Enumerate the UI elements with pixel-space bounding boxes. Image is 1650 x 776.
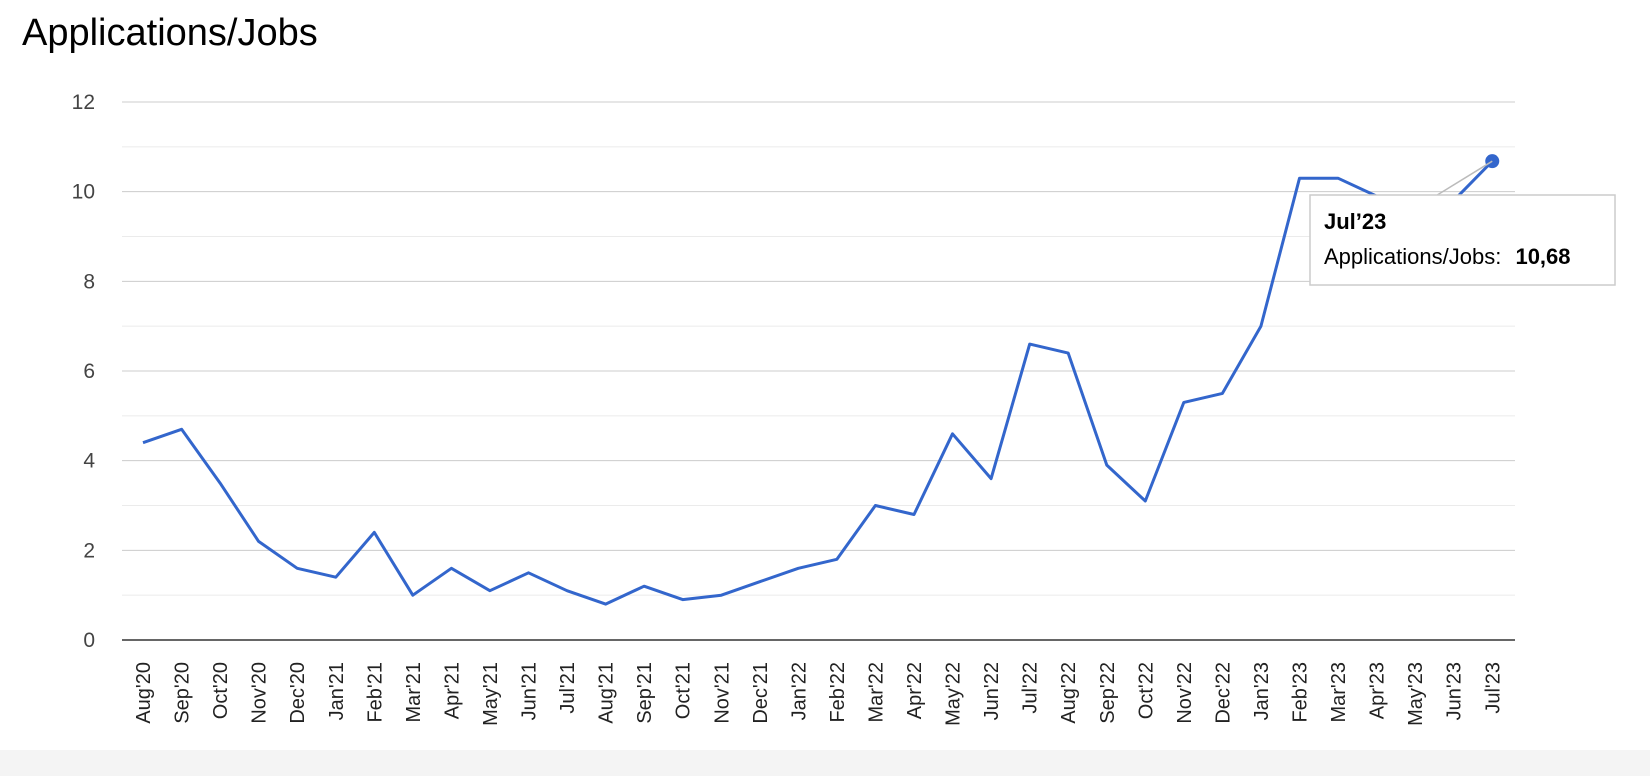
y-tick-label: 10 <box>72 181 95 204</box>
y-tick-label: 4 <box>83 450 95 473</box>
series-layer <box>142 154 1500 606</box>
x-tick-label: Sep'22 <box>1097 662 1119 724</box>
x-tick-label: Aug'21 <box>596 662 618 724</box>
x-tick-label: Jun'21 <box>519 662 541 720</box>
tooltip: Jul’23 Applications/Jobs: 10,68 <box>1309 160 1616 286</box>
x-tick-label: Sep'21 <box>634 662 656 724</box>
x-axis: Aug'20 Sep'20 Oct'20 Nov'20 Dec'20 Jan'21 Feb'… <box>133 662 1504 726</box>
x-tick-label: Nov'20 <box>249 662 271 724</box>
tooltip-value: 10,68 <box>1515 244 1570 269</box>
x-tick-label: Oct'22 <box>1135 662 1157 719</box>
y-tick-label: 2 <box>83 539 95 562</box>
tooltip-text: Applications/Jobs: 10,68 <box>1324 244 1571 269</box>
tooltip-label: Applications/Jobs: <box>1324 244 1501 269</box>
x-tick-label: Mar'21 <box>403 662 425 723</box>
x-tick-label: Mar'23 <box>1328 662 1350 723</box>
x-tick-label: Feb'22 <box>827 662 849 723</box>
x-tick-label: Apr'21 <box>441 662 463 719</box>
x-tick-label: May'22 <box>943 662 965 726</box>
x-tick-label: Oct'20 <box>210 662 232 719</box>
footer-band <box>0 750 1650 776</box>
tooltip-pointer <box>1436 160 1493 196</box>
x-tick-label: Feb'23 <box>1290 662 1312 723</box>
x-tick-label: Apr'22 <box>904 662 926 719</box>
y-tick-label: 0 <box>83 629 95 652</box>
x-tick-label: Oct'21 <box>673 662 695 719</box>
x-tick-label: Sep'20 <box>172 662 194 724</box>
x-tick-label: Aug'22 <box>1058 662 1080 724</box>
y-tick-label: 8 <box>83 270 95 293</box>
x-tick-label: Dec'22 <box>1212 662 1234 724</box>
x-tick-label: Dec'20 <box>287 662 309 724</box>
x-tick-label: Apr'23 <box>1367 662 1389 719</box>
x-tick-label: Jul'22 <box>1020 662 1042 714</box>
x-tick-label: Aug'20 <box>133 662 155 724</box>
y-tick-label: 6 <box>83 360 95 383</box>
x-tick-label: Jan'22 <box>788 662 810 720</box>
x-tick-label: Jan'23 <box>1251 662 1273 720</box>
x-tick-label: Jan'21 <box>326 662 348 720</box>
chart-title: Applications/Jobs <box>22 12 318 54</box>
x-tick-label: Jun'23 <box>1444 662 1466 720</box>
x-tick-label: Mar'22 <box>865 662 887 723</box>
tooltip-title: Jul’23 <box>1324 209 1386 234</box>
series-line <box>142 160 1494 606</box>
x-tick-label: May'21 <box>480 662 502 726</box>
x-tick-label: Jul'21 <box>557 662 579 714</box>
x-tick-label: Dec'21 <box>750 662 772 724</box>
tooltip-box <box>1309 194 1616 286</box>
x-tick-label: Jul'23 <box>1482 662 1504 714</box>
x-tick-label: Feb'21 <box>364 662 386 723</box>
y-axis: 0 2 4 6 8 10 12 <box>72 91 96 652</box>
x-tick-label: Jun'22 <box>981 662 1003 720</box>
x-tick-label: Nov'21 <box>711 662 733 724</box>
x-tick-label: May'23 <box>1405 662 1427 726</box>
y-tick-label: 12 <box>72 91 95 114</box>
grid-layer <box>122 101 1515 641</box>
x-tick-label: Nov'22 <box>1174 662 1196 724</box>
